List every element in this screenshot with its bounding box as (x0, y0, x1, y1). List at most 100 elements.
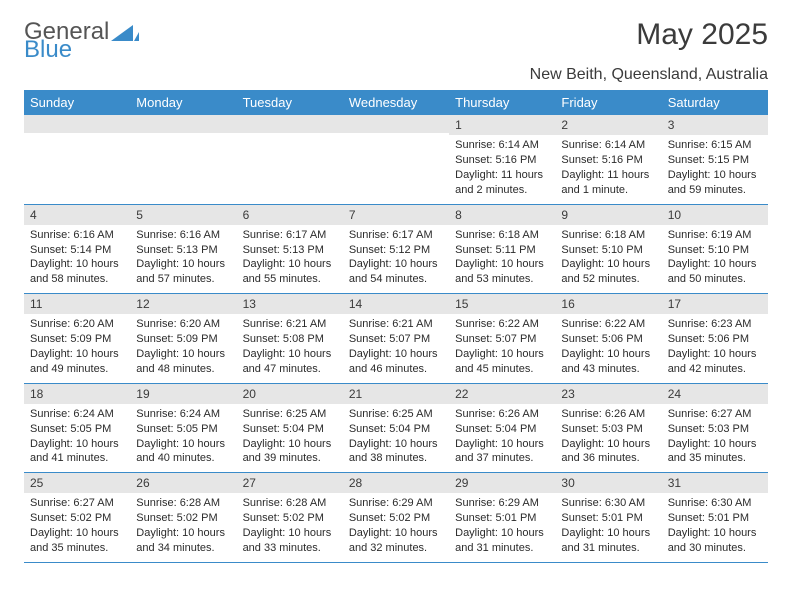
day-body: Sunrise: 6:16 AMSunset: 5:14 PMDaylight:… (24, 225, 130, 293)
day-number: 4 (24, 205, 130, 225)
day-cell: 4Sunrise: 6:16 AMSunset: 5:14 PMDaylight… (24, 204, 130, 294)
day-cell: 28Sunrise: 6:29 AMSunset: 5:02 PMDayligh… (343, 473, 449, 563)
day-body: Sunrise: 6:14 AMSunset: 5:16 PMDaylight:… (555, 135, 661, 203)
sunset-text: Sunset: 5:02 PM (349, 511, 443, 526)
day-cell: 18Sunrise: 6:24 AMSunset: 5:05 PMDayligh… (24, 383, 130, 473)
day-cell (130, 115, 236, 204)
daylight-text: Daylight: 10 hours and 35 minutes. (668, 437, 762, 467)
sunrise-text: Sunrise: 6:25 AM (349, 407, 443, 422)
day-body: Sunrise: 6:29 AMSunset: 5:02 PMDaylight:… (343, 493, 449, 561)
logo-triangle-icon (111, 23, 139, 41)
day-body: Sunrise: 6:26 AMSunset: 5:03 PMDaylight:… (555, 404, 661, 472)
day-number: 21 (343, 384, 449, 404)
day-number (24, 115, 130, 133)
daylight-text: Daylight: 11 hours and 1 minute. (561, 168, 655, 198)
sunrise-text: Sunrise: 6:26 AM (561, 407, 655, 422)
title-block: May 2025 (636, 18, 768, 52)
day-cell: 3Sunrise: 6:15 AMSunset: 5:15 PMDaylight… (662, 115, 768, 204)
week-row: 11Sunrise: 6:20 AMSunset: 5:09 PMDayligh… (24, 294, 768, 384)
sunset-text: Sunset: 5:02 PM (30, 511, 124, 526)
sunrise-text: Sunrise: 6:24 AM (30, 407, 124, 422)
day-cell: 10Sunrise: 6:19 AMSunset: 5:10 PMDayligh… (662, 204, 768, 294)
day-cell: 7Sunrise: 6:17 AMSunset: 5:12 PMDaylight… (343, 204, 449, 294)
day-cell: 26Sunrise: 6:28 AMSunset: 5:02 PMDayligh… (130, 473, 236, 563)
day-body: Sunrise: 6:14 AMSunset: 5:16 PMDaylight:… (449, 135, 555, 203)
sunset-text: Sunset: 5:15 PM (668, 153, 762, 168)
sunrise-text: Sunrise: 6:20 AM (136, 317, 230, 332)
sunset-text: Sunset: 5:11 PM (455, 243, 549, 258)
daylight-text: Daylight: 10 hours and 57 minutes. (136, 257, 230, 287)
day-body: Sunrise: 6:28 AMSunset: 5:02 PMDaylight:… (237, 493, 343, 561)
day-number (343, 115, 449, 133)
daylight-text: Daylight: 10 hours and 38 minutes. (349, 437, 443, 467)
day-body: Sunrise: 6:25 AMSunset: 5:04 PMDaylight:… (343, 404, 449, 472)
day-cell: 31Sunrise: 6:30 AMSunset: 5:01 PMDayligh… (662, 473, 768, 563)
day-cell: 6Sunrise: 6:17 AMSunset: 5:13 PMDaylight… (237, 204, 343, 294)
day-body: Sunrise: 6:22 AMSunset: 5:07 PMDaylight:… (449, 314, 555, 382)
day-cell: 12Sunrise: 6:20 AMSunset: 5:09 PMDayligh… (130, 294, 236, 384)
day-cell: 21Sunrise: 6:25 AMSunset: 5:04 PMDayligh… (343, 383, 449, 473)
day-body: Sunrise: 6:29 AMSunset: 5:01 PMDaylight:… (449, 493, 555, 561)
day-cell: 27Sunrise: 6:28 AMSunset: 5:02 PMDayligh… (237, 473, 343, 563)
day-body: Sunrise: 6:23 AMSunset: 5:06 PMDaylight:… (662, 314, 768, 382)
daylight-text: Daylight: 10 hours and 46 minutes. (349, 347, 443, 377)
sunset-text: Sunset: 5:12 PM (349, 243, 443, 258)
sunrise-text: Sunrise: 6:22 AM (455, 317, 549, 332)
sunset-text: Sunset: 5:03 PM (668, 422, 762, 437)
sunset-text: Sunset: 5:07 PM (349, 332, 443, 347)
day-number: 23 (555, 384, 661, 404)
daylight-text: Daylight: 10 hours and 54 minutes. (349, 257, 443, 287)
day-number: 27 (237, 473, 343, 493)
sunset-text: Sunset: 5:02 PM (136, 511, 230, 526)
day-body (130, 133, 236, 197)
sunset-text: Sunset: 5:05 PM (136, 422, 230, 437)
daylight-text: Daylight: 10 hours and 41 minutes. (30, 437, 124, 467)
day-body: Sunrise: 6:20 AMSunset: 5:09 PMDaylight:… (130, 314, 236, 382)
sunrise-text: Sunrise: 6:23 AM (668, 317, 762, 332)
sunset-text: Sunset: 5:01 PM (561, 511, 655, 526)
sunset-text: Sunset: 5:16 PM (455, 153, 549, 168)
logo-text-2: Blue (24, 36, 72, 64)
day-cell: 1Sunrise: 6:14 AMSunset: 5:16 PMDaylight… (449, 115, 555, 204)
day-number: 13 (237, 294, 343, 314)
day-body: Sunrise: 6:28 AMSunset: 5:02 PMDaylight:… (130, 493, 236, 561)
sunrise-text: Sunrise: 6:16 AM (136, 228, 230, 243)
sunset-text: Sunset: 5:10 PM (561, 243, 655, 258)
day-number: 1 (449, 115, 555, 135)
calendar-table: Sunday Monday Tuesday Wednesday Thursday… (24, 90, 768, 563)
sunrise-text: Sunrise: 6:17 AM (349, 228, 443, 243)
day-body: Sunrise: 6:27 AMSunset: 5:03 PMDaylight:… (662, 404, 768, 472)
daylight-text: Daylight: 10 hours and 58 minutes. (30, 257, 124, 287)
daylight-text: Daylight: 10 hours and 37 minutes. (455, 437, 549, 467)
day-cell (237, 115, 343, 204)
day-number: 17 (662, 294, 768, 314)
daylight-text: Daylight: 11 hours and 2 minutes. (455, 168, 549, 198)
day-cell: 8Sunrise: 6:18 AMSunset: 5:11 PMDaylight… (449, 204, 555, 294)
sunset-text: Sunset: 5:16 PM (561, 153, 655, 168)
day-cell: 14Sunrise: 6:21 AMSunset: 5:07 PMDayligh… (343, 294, 449, 384)
day-cell: 24Sunrise: 6:27 AMSunset: 5:03 PMDayligh… (662, 383, 768, 473)
day-number: 29 (449, 473, 555, 493)
day-body: Sunrise: 6:18 AMSunset: 5:11 PMDaylight:… (449, 225, 555, 293)
day-number: 15 (449, 294, 555, 314)
day-body: Sunrise: 6:22 AMSunset: 5:06 PMDaylight:… (555, 314, 661, 382)
week-row: 18Sunrise: 6:24 AMSunset: 5:05 PMDayligh… (24, 383, 768, 473)
day-cell: 15Sunrise: 6:22 AMSunset: 5:07 PMDayligh… (449, 294, 555, 384)
day-number: 20 (237, 384, 343, 404)
sunset-text: Sunset: 5:10 PM (668, 243, 762, 258)
daylight-text: Daylight: 10 hours and 50 minutes. (668, 257, 762, 287)
sunrise-text: Sunrise: 6:30 AM (561, 496, 655, 511)
day-cell: 23Sunrise: 6:26 AMSunset: 5:03 PMDayligh… (555, 383, 661, 473)
sunrise-text: Sunrise: 6:28 AM (243, 496, 337, 511)
sunset-text: Sunset: 5:08 PM (243, 332, 337, 347)
sunset-text: Sunset: 5:01 PM (668, 511, 762, 526)
day-number: 30 (555, 473, 661, 493)
sunrise-text: Sunrise: 6:17 AM (243, 228, 337, 243)
daylight-text: Daylight: 10 hours and 45 minutes. (455, 347, 549, 377)
day-number: 18 (24, 384, 130, 404)
daylight-text: Daylight: 10 hours and 40 minutes. (136, 437, 230, 467)
sunrise-text: Sunrise: 6:14 AM (561, 138, 655, 153)
sunset-text: Sunset: 5:13 PM (243, 243, 337, 258)
sunrise-text: Sunrise: 6:22 AM (561, 317, 655, 332)
day-cell: 9Sunrise: 6:18 AMSunset: 5:10 PMDaylight… (555, 204, 661, 294)
